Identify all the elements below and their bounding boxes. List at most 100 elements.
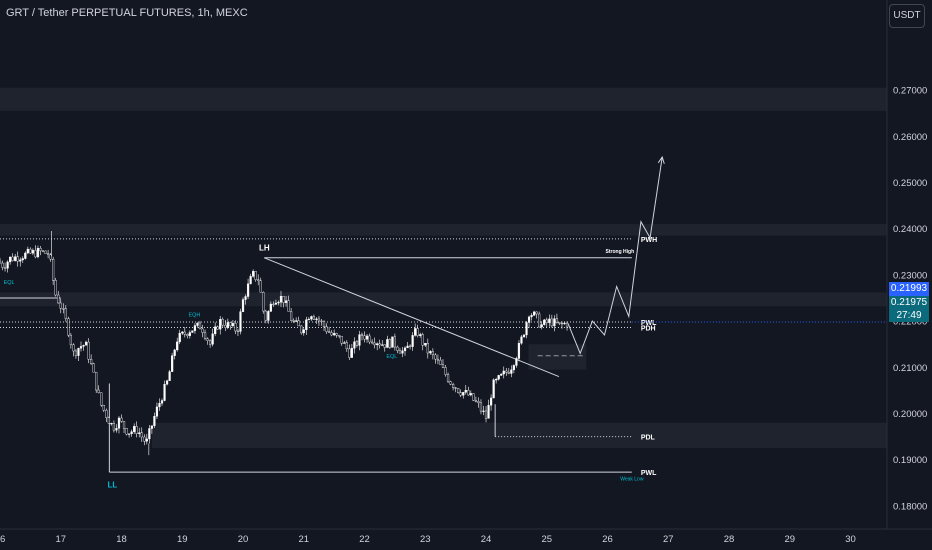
candle-body: [550, 318, 553, 327]
candle-body: [239, 311, 242, 332]
candle-body: [201, 328, 204, 333]
candle-body: [343, 342, 346, 344]
candle-body: [188, 332, 191, 336]
candle-body: [452, 384, 455, 388]
candle-body: [548, 318, 551, 323]
candle-body: [345, 342, 348, 350]
candle-body: [406, 345, 409, 349]
candle-body: [512, 365, 515, 371]
candle-body: [64, 308, 67, 319]
annotation-label: EQH: [188, 312, 200, 318]
candle-body: [211, 333, 214, 345]
candle-body: [338, 334, 341, 337]
candle-body: [241, 299, 245, 312]
candle-body: [459, 392, 462, 396]
candle-body: [150, 425, 153, 429]
candle-body: [505, 370, 508, 373]
candle-body: [386, 339, 389, 348]
candle-body: [530, 315, 533, 318]
time-tick-label: 28: [724, 534, 735, 545]
candle-body: [525, 322, 528, 336]
candle-body: [426, 343, 429, 354]
candle-body: [424, 343, 427, 346]
candle-body: [153, 416, 156, 426]
candle-body: [340, 335, 343, 344]
candle-body: [492, 379, 495, 399]
candle-body: [110, 423, 113, 425]
price-tick-label: 0.21000: [893, 363, 927, 374]
candle-body: [130, 431, 133, 434]
candle-body: [282, 296, 285, 303]
candle-body: [160, 400, 164, 404]
candle-body: [358, 334, 361, 346]
candle-body: [49, 254, 52, 260]
candle-body: [229, 322, 232, 327]
candle-body: [553, 318, 556, 327]
candle-body: [52, 259, 55, 281]
candle-body: [373, 342, 376, 346]
candle-body: [267, 311, 270, 321]
candle-body: [403, 347, 407, 352]
candle-body: [3, 267, 7, 269]
time-tick-label: 21: [298, 534, 309, 545]
candle-body: [388, 339, 391, 348]
candle-body: [115, 428, 118, 431]
candle-body: [226, 322, 229, 328]
candle-body: [507, 371, 510, 374]
candle-body: [231, 323, 234, 327]
candle-body: [67, 318, 70, 336]
candle-body: [510, 369, 513, 374]
price-tick-label: 0.27000: [893, 86, 927, 97]
candle-body: [148, 428, 151, 440]
candle-body: [383, 344, 386, 348]
candle-body: [477, 401, 480, 404]
candle-body: [284, 300, 288, 303]
candle-body: [479, 402, 483, 412]
zone-box: [0, 224, 887, 236]
candle-body: [419, 334, 422, 336]
candle-body: [431, 351, 434, 356]
candle-body: [181, 331, 184, 334]
candle-body: [62, 308, 65, 310]
candle-body: [348, 348, 351, 358]
candle-body: [178, 332, 181, 343]
candle-body: [117, 417, 121, 429]
candle-body: [34, 250, 37, 258]
candle-body: [322, 321, 326, 327]
candle-body: [292, 320, 295, 322]
candle-body: [163, 384, 166, 401]
candle-body: [203, 332, 207, 339]
currency-selector[interactable]: USDT: [889, 4, 925, 28]
candle-body: [272, 303, 275, 306]
candle-body: [11, 256, 14, 261]
candle-body: [555, 318, 559, 323]
candle-body: [305, 319, 308, 330]
candle-body: [391, 336, 394, 348]
time-tick-label: 30: [845, 534, 856, 545]
level-label: Strong High: [606, 249, 635, 255]
candle-body: [224, 324, 227, 328]
annotation-label: LH: [259, 243, 270, 252]
candle-body: [565, 322, 569, 328]
candle-body: [330, 332, 333, 336]
candle-body: [193, 325, 197, 331]
candle-body: [279, 296, 283, 303]
candle-body: [264, 310, 267, 321]
time-tick-label: 20: [238, 534, 249, 545]
candle-body: [173, 349, 176, 356]
mark-price: 0.21975: [890, 297, 928, 308]
candle-body: [307, 318, 310, 321]
candle-body: [24, 252, 27, 259]
candle-body: [300, 325, 303, 334]
chart-title: GRT / Tether PERPETUAL FUTURES, 1h, MEXC: [6, 7, 248, 19]
candle-body: [234, 323, 237, 332]
candle-body: [484, 410, 488, 419]
candle-body: [436, 358, 440, 361]
time-tick-label: 27: [663, 534, 674, 545]
candle-body: [168, 371, 171, 381]
last-price-tag: 0.21993: [889, 282, 929, 296]
candle-body: [500, 373, 503, 376]
candle-body: [560, 322, 564, 325]
candle-body: [315, 318, 318, 320]
